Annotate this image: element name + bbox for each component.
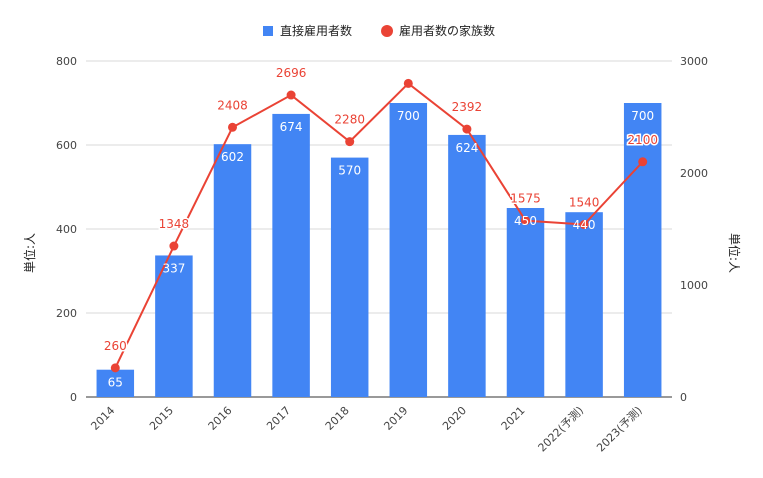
x-tick-label: 2023(予測) [594, 403, 645, 454]
bar-value-label: 450 [514, 214, 537, 228]
left-tick-label: 600 [56, 139, 77, 152]
bar [213, 144, 252, 397]
line-value-label: 2280 [334, 113, 365, 127]
left-tick-label: 200 [56, 307, 77, 320]
line-value-label: 1348 [159, 217, 190, 231]
left-tick-label: 800 [56, 55, 77, 68]
bar [330, 157, 369, 397]
x-tick-label: 2018 [323, 404, 352, 433]
right-tick-label: 1000 [680, 279, 708, 292]
x-tick-label: 2017 [264, 404, 293, 433]
axes: 0 200 400 600 800 0 1000 2000 3000 2014 2015 2016 20… [56, 55, 708, 455]
right-tick-label: 0 [680, 391, 687, 404]
legend-swatch-line [381, 25, 393, 37]
legend-swatch-bar [263, 26, 273, 36]
line-point [228, 122, 237, 132]
line-value-label: 1575 [510, 192, 541, 206]
series-line [114, 82, 644, 369]
bar-value-label: 570 [338, 164, 361, 178]
right-axis-title: 単位:人 [727, 233, 742, 273]
line-point [462, 124, 472, 134]
line-point [110, 363, 120, 373]
x-tick-label: 2022(予測) [535, 403, 586, 454]
bar [448, 134, 486, 398]
bar [623, 103, 662, 397]
bar-value-label: 700 [397, 109, 420, 123]
x-tick-label: 2021 [499, 404, 528, 433]
bar [96, 369, 135, 397]
line-value-label: 2408 [217, 98, 248, 112]
line-series [110, 78, 648, 373]
data-labels: 65 337 602 674 570 700 624 450 440 700 260 1348 2408… [102, 65, 659, 390]
bar [506, 208, 545, 397]
bar [389, 103, 428, 397]
bar-value-label: 674 [280, 120, 303, 134]
line-value-label: 260 [104, 339, 127, 353]
bar-value-label: 440 [573, 218, 596, 232]
line-value-label: 2696 [276, 66, 307, 80]
line-point [345, 137, 355, 147]
x-tick-label: 2014 [88, 404, 117, 433]
right-tick-label: 2000 [680, 167, 708, 180]
line-value-label: 2100 [627, 133, 658, 147]
left-axis-title: 単位:人 [22, 233, 37, 273]
left-tick-label: 0 [70, 391, 77, 404]
bar-value-label: 700 [631, 109, 654, 123]
line-value-label: 2392 [452, 100, 483, 114]
bar [155, 255, 193, 397]
x-tick-label: 2015 [147, 404, 176, 433]
line-point [638, 157, 648, 167]
bar [272, 113, 310, 398]
line-point [579, 220, 589, 230]
bar-value-label: 624 [455, 141, 478, 155]
bar-value-label: 602 [221, 150, 244, 164]
line-point [521, 216, 530, 226]
legend-label-line: 雇用者数の家族数 [399, 23, 495, 38]
bar-value-label: 65 [108, 376, 123, 390]
legend: 直接雇用者数 雇用者数の家族数 [263, 23, 495, 38]
legend-label-bar: 直接雇用者数 [280, 23, 352, 38]
right-tick-label: 3000 [680, 55, 708, 68]
x-tick-label: 2020 [440, 404, 469, 433]
line-value-label: 1540 [569, 196, 600, 210]
x-tick-label: 2019 [381, 404, 410, 433]
line-point [286, 90, 296, 100]
bar [565, 212, 603, 397]
bar-series [96, 103, 662, 398]
left-tick-label: 400 [56, 223, 77, 236]
bar-value-label: 337 [162, 261, 185, 275]
x-tick-label: 2016 [206, 404, 235, 433]
line-point [169, 241, 179, 251]
line-point [403, 78, 413, 88]
